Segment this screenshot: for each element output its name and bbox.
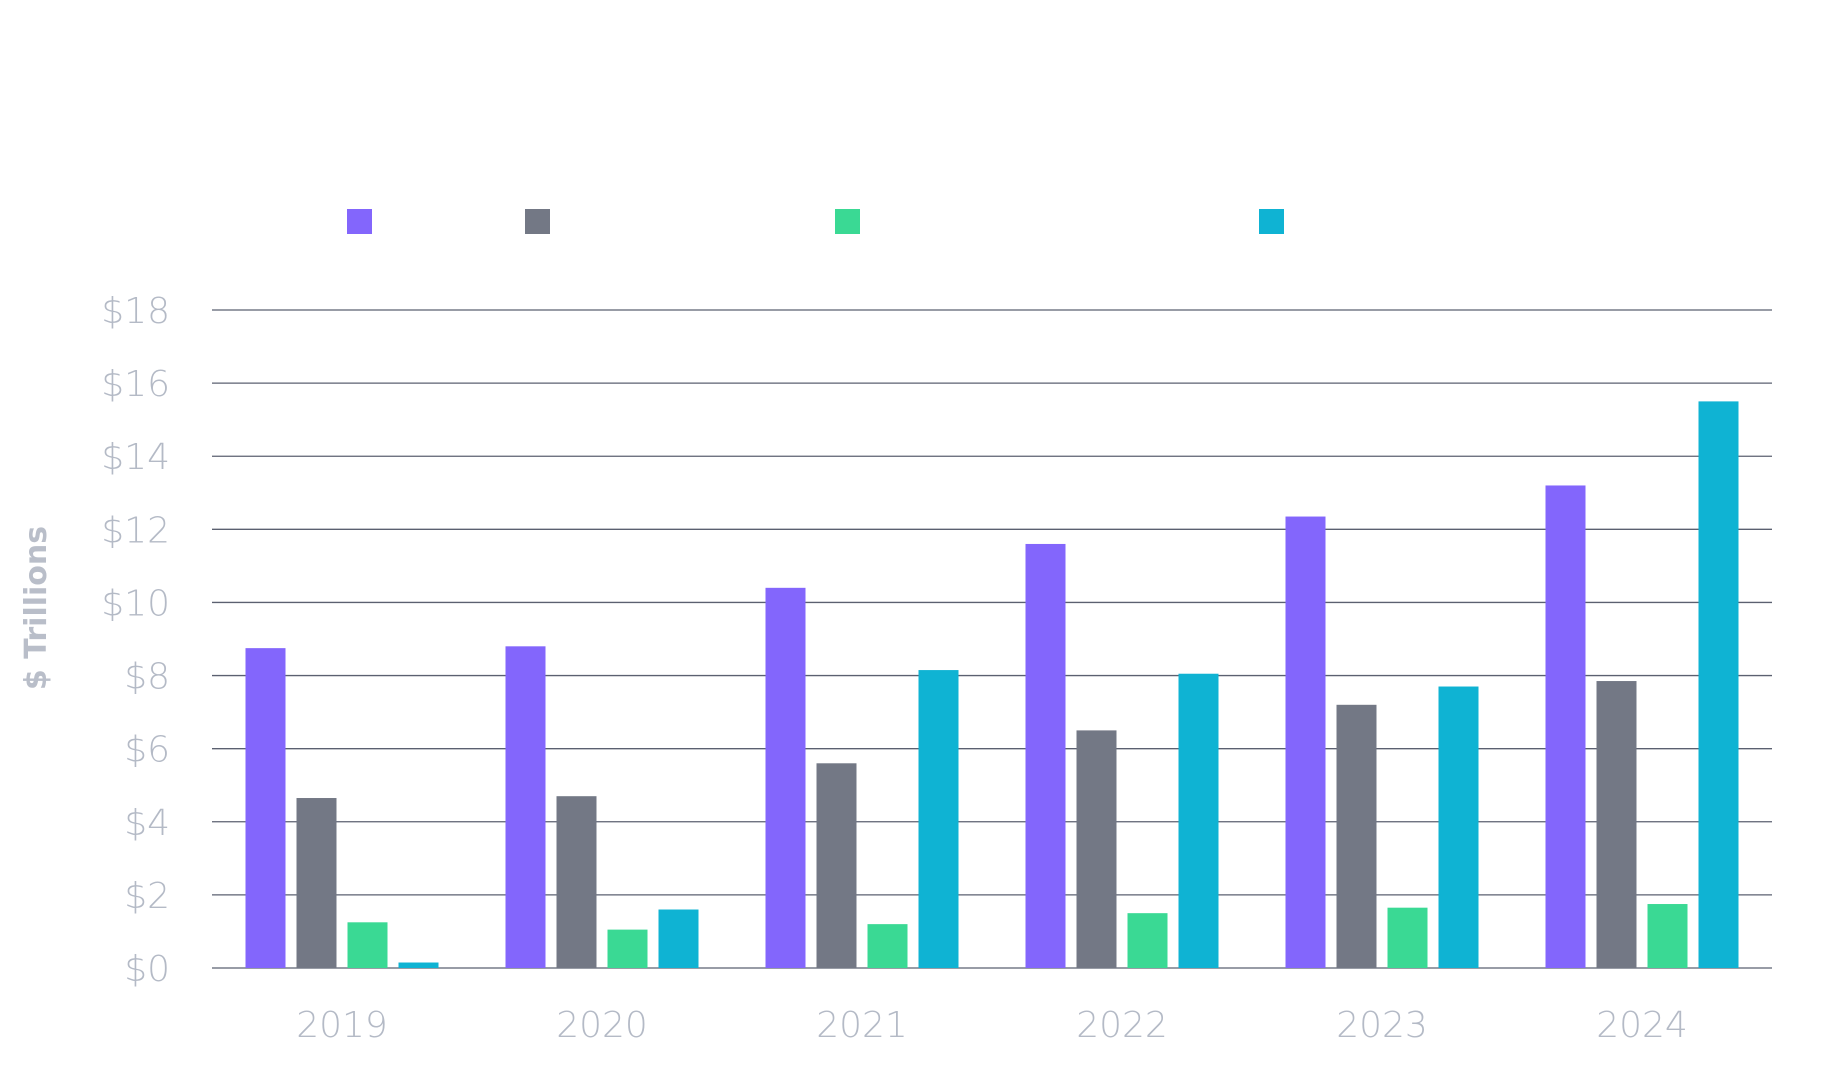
legend-swatch (835, 209, 860, 234)
bar-2022-series-2 (1076, 730, 1117, 968)
y-tick-label: $0 (124, 949, 170, 990)
bar-2021-series-3 (867, 924, 908, 968)
bar-2024-series-2 (1596, 681, 1637, 968)
bar-2021-series-2 (816, 763, 857, 968)
bar-2019-series-3 (347, 922, 388, 968)
x-tick-label: 2020 (556, 1005, 648, 1046)
bar-2024-series-3 (1647, 904, 1688, 968)
bar-2019-series-4 (398, 962, 439, 968)
y-tick-label: $12 (101, 510, 170, 551)
x-tick-label: 2023 (1336, 1005, 1428, 1046)
y-tick-label: $4 (124, 803, 170, 844)
bar-2021-series-1 (765, 587, 806, 968)
bar-2023-series-4 (1438, 686, 1479, 968)
bar-2020-series-4 (658, 909, 699, 968)
y-axis-ticks: $0 $2 $4 $6 $8 $10 $12 $14 $16 $18 (101, 291, 170, 990)
bar-2023-series-1 (1285, 516, 1326, 968)
x-tick-label: 2022 (1076, 1005, 1168, 1046)
bar-2024-series-1 (1545, 485, 1586, 968)
y-tick-label: $18 (101, 291, 170, 332)
legend (347, 209, 1284, 234)
legend-swatch (347, 209, 372, 234)
legend-swatch (525, 209, 550, 234)
x-tick-label: 2024 (1596, 1005, 1688, 1046)
x-axis-ticks: 2019 2020 2021 2022 2023 2024 (296, 1005, 1688, 1046)
bar-2022-series-3 (1127, 913, 1168, 968)
x-tick-label: 2019 (296, 1005, 388, 1046)
y-tick-label: $8 (124, 657, 170, 698)
bar-2022-series-4 (1178, 673, 1219, 968)
bar-2024-series-4 (1698, 401, 1739, 968)
y-tick-label: $14 (101, 437, 170, 478)
gridlines (212, 309, 1772, 969)
bar-2021-series-4 (918, 670, 959, 968)
y-tick-label: $2 (124, 876, 170, 917)
bar-2019-series-1 (245, 648, 286, 968)
y-axis-label: $ Trillions (19, 526, 54, 690)
bar-2020-series-2 (556, 796, 597, 968)
y-tick-label: $10 (101, 583, 170, 624)
bar-2020-series-3 (607, 929, 648, 968)
bar-2019-series-2 (296, 798, 337, 968)
bar-2020-series-1 (505, 646, 546, 968)
bar-2023-series-3 (1387, 907, 1428, 968)
legend-swatch (1259, 209, 1284, 234)
y-tick-label: $16 (101, 364, 170, 405)
x-tick-label: 2021 (816, 1005, 908, 1046)
bars (245, 401, 1739, 968)
bar-2023-series-2 (1336, 704, 1377, 968)
bar-2022-series-1 (1025, 543, 1066, 968)
y-tick-label: $6 (124, 730, 170, 771)
